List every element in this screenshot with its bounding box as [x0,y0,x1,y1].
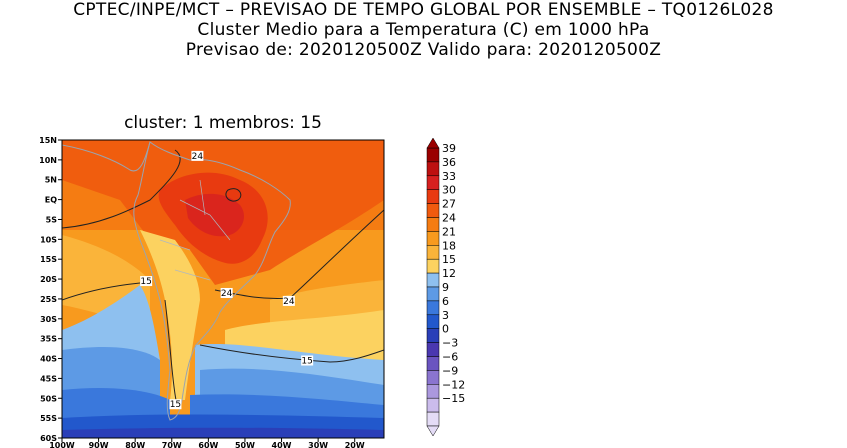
svg-text:15: 15 [140,277,151,287]
colorbar-swatch [426,147,440,163]
colorbar-swatch [426,272,440,288]
lat-tick-label: 10N [39,156,57,165]
map-frame [61,139,385,439]
colorbar-top-arrow [426,137,440,149]
lat-tick-label: 50S [40,394,57,403]
contour-label: 24 [191,150,204,162]
lat-tick-label: 40S [40,355,57,364]
lat-tick-label: 10S [40,235,57,244]
colorbar-swatch [426,411,440,427]
colorbar-label: 24 [442,212,456,225]
lat-tick-label: 60S [40,434,57,443]
colorbar-label: 30 [442,184,456,197]
colorbar-label: −12 [442,378,465,391]
colorbar-label: 36 [442,156,456,169]
colorbar-swatch [426,203,440,218]
lat-tick-label: 30S [40,315,57,324]
colorbar-label: 21 [442,225,456,238]
colorbar-swatch [426,245,440,260]
svg-text:24: 24 [283,297,295,307]
lon-tick-label: 90W [89,441,109,448]
panel-title: cluster: 1 membros: 15 [124,113,322,133]
header-title-line2: Cluster Medio para a Temperatura (C) em … [197,20,650,40]
lon-tick-label: 70W [162,441,182,448]
lat-tick-label: 20S [40,275,57,284]
colorbar-label: 18 [442,239,456,252]
colorbar-label: 9 [442,281,449,294]
svg-text:24: 24 [221,289,233,299]
svg-text:15: 15 [301,357,312,367]
lat-tick-label: 25S [40,295,57,304]
header-title-line1: CPTEC/INPE/MCT – PREVISAO DE TEMPO GLOBA… [73,0,774,20]
temperature-field [62,140,384,438]
lat-tick-label: 15N [39,136,57,145]
colorbar-label: −9 [442,364,458,377]
lat-tick-label: 55S [40,414,57,423]
colorbar-bottom-arrow [426,425,440,437]
lat-tick-label: 15S [40,255,57,264]
colorbar-label: 6 [442,295,449,308]
lon-tick-label: 20W [345,441,365,448]
lat-tick-label: 5N [45,176,57,185]
contour-labels: 24 24 24 15 15 15 [140,150,314,410]
lon-tick-label: 60W [198,441,218,448]
colorbar-label: 3 [442,309,449,322]
colorbar-swatch [426,161,440,177]
lat-tick-label: EQ [45,196,57,205]
colorbar-swatch [426,397,440,413]
colorbar-swatch [426,175,440,190]
colorbar-swatch [426,314,440,329]
colorbar-label: 33 [442,170,456,183]
lat-tick-label: 45S [40,374,57,383]
header-title-line3: Previsao de: 2020120500Z Valido para: 20… [185,40,662,60]
contour-label: 24 [220,287,233,299]
svg-text:24: 24 [192,152,204,162]
contour-label: 24 [282,295,295,307]
colorbar-label: −15 [442,392,465,405]
colorbar-label: −3 [442,337,458,350]
colorbar-label: 12 [442,267,456,280]
colorbar-swatch [426,217,440,232]
lon-tick-label: 100W [49,441,75,448]
colorbar-swatch [426,342,440,357]
colorbar-swatch [426,384,440,399]
colorbar-label: 15 [442,253,456,266]
colorbar-swatch [426,328,440,343]
longitude-axis: 100W 90W 80W 70W 60W 50W 40W 30W 20W [49,438,365,448]
colorbar-swatch [426,258,440,274]
contour-label: 15 [301,355,314,367]
lat-tick-label: 5S [46,215,58,224]
colorbar-swatch [426,370,440,385]
colorbar-swatch [426,189,440,204]
contour-label: 15 [169,399,182,410]
lon-tick-label: 50W [235,441,255,448]
contour-label: 15 [140,276,153,287]
colorbar-swatch [426,231,440,246]
lon-tick-label: 40W [272,441,292,448]
colorbar-label: 39 [442,142,456,155]
latitude-axis: 15N 10N 5N EQ 5S 10S 15S 20S 25S 30S 35S 40S 45S 50S 5… [39,136,62,443]
colorbar-swatch [426,300,440,316]
colorbar-label: 27 [442,198,456,211]
svg-text:15: 15 [170,400,181,410]
lat-tick-label: 35S [40,335,57,344]
lon-tick-label: 80W [125,441,145,448]
colorbar-label: 0 [442,323,449,336]
colorbar-label: −6 [442,351,458,364]
colorbar-swatch [426,356,440,371]
lon-tick-label: 30W [308,441,328,448]
colorbar-swatch [426,286,440,302]
